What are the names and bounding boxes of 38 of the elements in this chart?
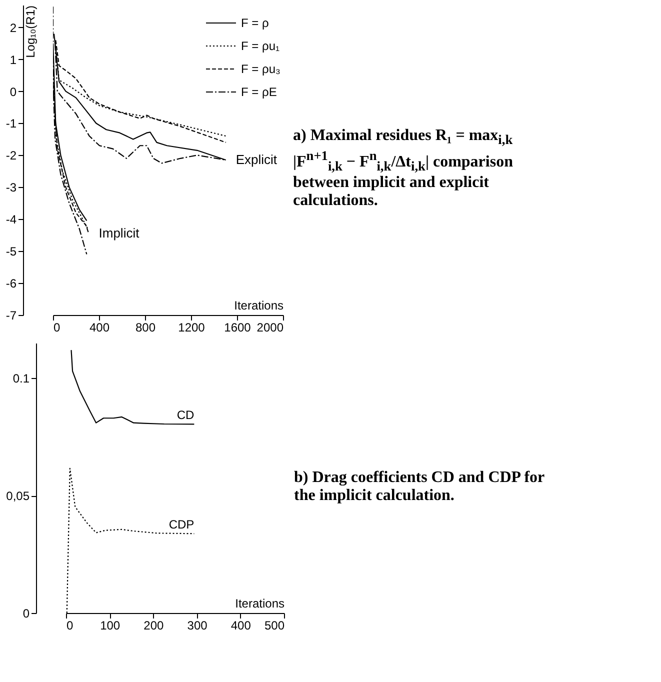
y-tick-label: 0,05 xyxy=(6,489,30,504)
legend-label: F = ρu₃ xyxy=(241,62,281,76)
x-tick-label: 400 xyxy=(89,320,110,334)
annotation: Explicit xyxy=(236,152,278,167)
y-tick-label: 0.1 xyxy=(12,372,30,386)
y-tick-label: 0 xyxy=(10,84,17,99)
x-tick-label: 1200 xyxy=(178,320,206,334)
annotation: Implicit xyxy=(98,226,140,241)
x-tick-label: 800 xyxy=(135,320,156,334)
x-axis-title: Iterations xyxy=(234,298,284,312)
y-tick-label: -3 xyxy=(6,180,17,195)
y-tick-label: -1 xyxy=(6,116,17,131)
x-tick-label: 400 xyxy=(230,618,252,632)
y-tick-label: 0 xyxy=(22,606,30,620)
series-label: CDP xyxy=(168,518,194,532)
text: b) Drag coefficients CD and CDP for the implicit calculation. xyxy=(294,468,546,506)
legend-label: F = ρE xyxy=(241,85,277,99)
y-tick-label: -2 xyxy=(6,148,17,163)
y-tick-label: -6 xyxy=(6,276,17,291)
x-tick-label: 300 xyxy=(187,618,208,632)
y-tick-label: 1 xyxy=(10,52,17,67)
x-tick-label: 2000 xyxy=(256,320,284,334)
y-tick-label: -4 xyxy=(6,212,17,227)
series-label: CD xyxy=(176,408,195,422)
x-tick-label: 100 xyxy=(100,618,120,632)
legend-label: F = ρu₁ xyxy=(241,39,280,53)
x-tick-label: 0 xyxy=(66,618,74,632)
legend-label: F = ρ xyxy=(241,16,270,30)
x-tick-label: 200 xyxy=(144,618,164,632)
y-axis-title: Log₁₀(R1) xyxy=(24,6,38,58)
y-tick-label: 2 xyxy=(10,20,17,35)
x-tick-label: 500 xyxy=(264,618,285,632)
text: a) Maximal residues R₁ = max$_{i,k}$ |F$^{n+1}$$_{i,k}$ − F$^{n}$$_{i,k}$/Δt$_{i,k}$| comparison between implicit and explicit calculations. xyxy=(293,127,513,210)
x-axis-title: Iterations xyxy=(235,596,284,610)
y-tick-label: -7 xyxy=(6,308,17,322)
x-tick-label: 1600 xyxy=(224,320,252,334)
x-tick-label: 0 xyxy=(54,320,60,334)
y-tick-label: -5 xyxy=(6,244,17,259)
